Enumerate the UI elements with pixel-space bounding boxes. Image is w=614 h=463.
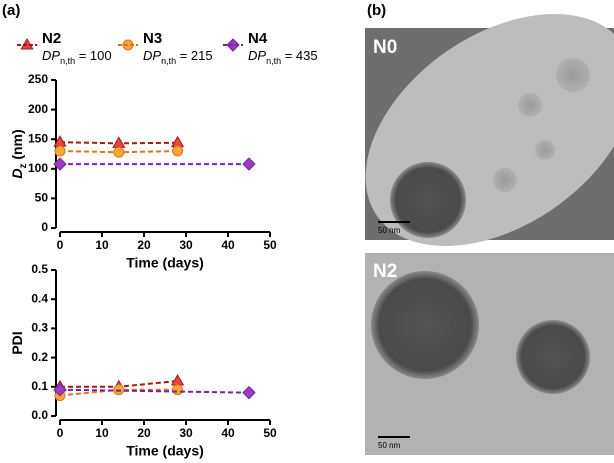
legend-label: N3	[143, 30, 162, 47]
y-tick-label: 0.4	[31, 291, 48, 305]
scale-bar-label: 50 nm	[378, 441, 401, 450]
marker	[242, 157, 256, 171]
x-tick-label: 20	[137, 426, 151, 440]
y-axis-label: PDI	[9, 331, 25, 354]
legend-note-part: = 435	[281, 48, 318, 63]
legend-note-part: DP	[143, 48, 161, 63]
legend-note-part: = 215	[176, 48, 213, 63]
image-label: N0	[373, 37, 397, 58]
marker	[53, 383, 67, 397]
marker	[170, 135, 185, 148]
y-axis-label-part: PDI	[9, 331, 25, 354]
panel-label: (a)	[2, 2, 20, 19]
x-tick-label: 40	[221, 426, 235, 440]
y-tick-label: 150	[28, 131, 48, 145]
marker	[54, 145, 66, 157]
x-axis-label: Time (days)	[126, 255, 204, 271]
y-axis-label-part: z	[18, 164, 29, 169]
y-tick-label: 0.3	[31, 321, 48, 335]
legend-label: N2	[42, 30, 61, 47]
legend-note-part: n,th	[161, 56, 176, 66]
panel-label: (b)	[367, 2, 386, 19]
legend-note-part: n,th	[266, 56, 281, 66]
legend-note: DPn,th = 100	[42, 48, 112, 66]
marker	[112, 136, 126, 148]
y-axis-label-part: D	[9, 169, 25, 179]
x-tick-label: 0	[57, 238, 64, 252]
x-tick-label: 20	[137, 238, 151, 252]
x-axis-label: Time (days)	[126, 443, 204, 459]
marker	[170, 373, 185, 386]
x-tick-label: 10	[95, 238, 109, 252]
marker	[53, 157, 67, 171]
x-tick-label: 30	[179, 426, 193, 440]
x-tick-label: 50	[263, 238, 277, 252]
x-tick-label: 10	[95, 426, 109, 440]
legend-note: DPn,th = 215	[143, 48, 213, 66]
legend-note-part: n,th	[60, 56, 75, 66]
x-tick-label: 40	[221, 238, 235, 252]
y-tick-label: 200	[28, 102, 48, 116]
y-tick-label: 250	[28, 72, 48, 86]
x-tick-label: 50	[263, 426, 277, 440]
micrograph: N0 50 nm	[365, 13, 614, 247]
marker	[172, 384, 184, 396]
y-tick-label: 0	[41, 220, 48, 234]
y-tick-label: 0.2	[31, 350, 48, 364]
legend-note-part: = 100	[75, 48, 112, 63]
y-tick-label: 0.0	[31, 408, 48, 422]
image-label: N2	[373, 261, 397, 282]
y-tick-label: 0.1	[31, 379, 48, 393]
marker	[113, 146, 125, 158]
legend-label: N4	[248, 30, 268, 47]
y-axis-label: Dz (nm)	[9, 129, 29, 178]
y-tick-label: 100	[28, 161, 48, 175]
marker	[172, 145, 184, 157]
y-tick-label: 50	[35, 191, 49, 205]
y-tick-label: 0.5	[31, 262, 48, 276]
micrograph: N2 50 nm	[365, 253, 614, 455]
legend-note-part: DP	[248, 48, 266, 63]
x-tick-label: 30	[179, 238, 193, 252]
x-tick-label: 0	[57, 426, 64, 440]
scale-bar-label: 50 nm	[378, 226, 401, 235]
y-axis-label-part: (nm)	[9, 129, 25, 163]
legend-note-part: DP	[42, 48, 60, 63]
legend-note: DPn,th = 435	[248, 48, 318, 66]
marker	[242, 385, 256, 400]
